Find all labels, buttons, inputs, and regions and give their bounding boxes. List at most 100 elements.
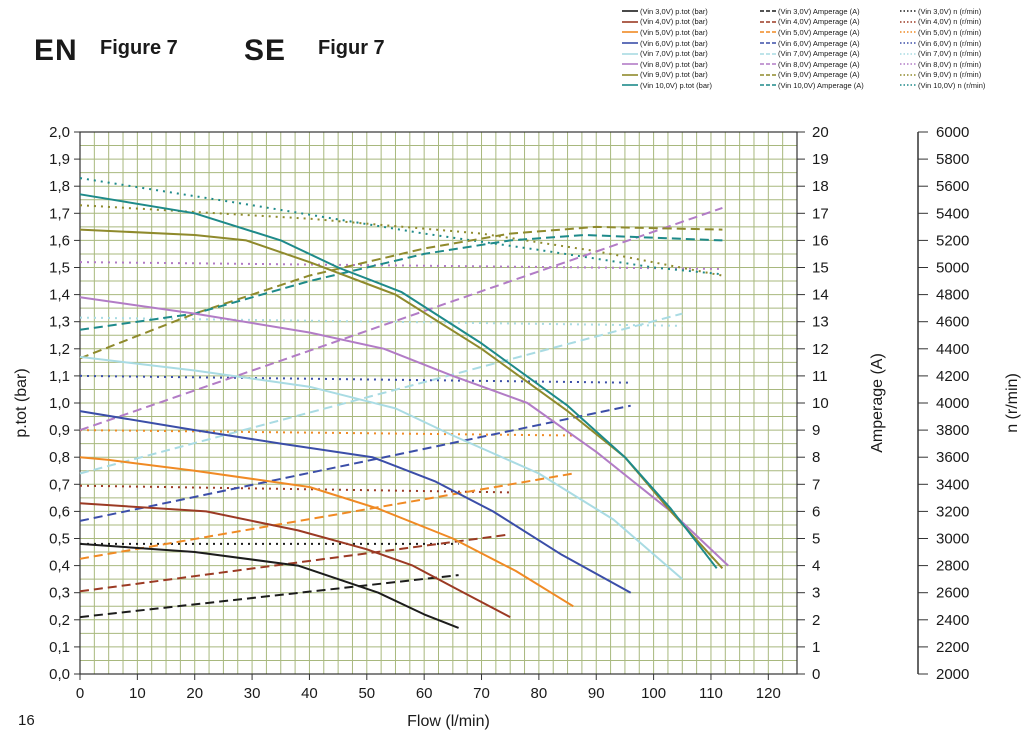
y3-axis-label: n (r/min) <box>1004 373 1021 433</box>
series-current-6-0V <box>79 404 631 522</box>
y2-tick-label: 3 <box>812 585 820 602</box>
legend-swatch <box>900 74 916 76</box>
series-speed-5-0V <box>79 429 574 437</box>
x-axis-label: Flow (l/min) <box>407 713 490 730</box>
series-speed-6-0V <box>79 374 631 384</box>
y2-tick-label: 5 <box>812 531 820 548</box>
legend-label: (Vin 8,0V) n (r/min) <box>918 59 982 69</box>
legend-swatch <box>622 31 638 34</box>
legend-entry: (Vin 8,0V) Amperage (A) <box>760 60 900 69</box>
y2-tick-label: 1 <box>812 639 820 656</box>
figure-title-en: Figure 7 <box>100 37 178 59</box>
y2-tick-label: 11 <box>812 368 828 385</box>
y-tick-label: 0,7 <box>49 476 70 493</box>
y2-tick-label: 4 <box>812 558 820 575</box>
legend-row: (Vin 10,0V) p.tot (bar) (Vin 10,0V) Amper… <box>622 80 1031 91</box>
y2-tick-label: 13 <box>812 314 829 331</box>
y-tick-label: 1,5 <box>49 260 70 277</box>
y2-tick-label: 15 <box>812 260 829 277</box>
legend-swatch <box>900 52 916 55</box>
legend-row: (Vin 4,0V) p.tot (bar) (Vin 4,0V) Amperag… <box>622 17 1031 28</box>
y2-tick-label: 9 <box>812 422 820 439</box>
x-tick-label: 100 <box>641 685 666 702</box>
x-tick-label: 50 <box>358 685 375 702</box>
x-tick-label: 40 <box>301 685 318 702</box>
legend-row: (Vin 9,0V) p.tot (bar) (Vin 9,0V) Amperag… <box>622 70 1031 81</box>
legend-entry: (Vin 3,0V) Amperage (A) <box>760 7 900 16</box>
y2-tick-label: 17 <box>812 205 829 222</box>
y3-tick-label: 5200 <box>936 232 969 249</box>
y2-tick-label: 19 <box>812 151 829 168</box>
legend-row: (Vin 8,0V) p.tot (bar) (Vin 8,0V) Amperag… <box>622 59 1031 70</box>
legend-swatch <box>760 52 776 55</box>
y3-tick-label: 3000 <box>936 531 969 548</box>
y-tick-label: 1,6 <box>49 232 70 249</box>
legend-entry: (Vin 5,0V) Amperage (A) <box>760 28 900 37</box>
legend-entry: (Vin 5,0V) n (r/min) <box>900 28 1031 37</box>
legend-label: (Vin 10,0V) n (r/min) <box>918 80 986 90</box>
legend-label: (Vin 3,0V) n (r/min) <box>918 6 982 16</box>
series-pressure-3-0V <box>79 542 459 629</box>
legend-entry: (Vin 5,0V) p.tot (bar) <box>622 28 760 37</box>
legend-entry: (Vin 10,0V) n (r/min) <box>900 81 1031 90</box>
y-tick-label: 2,0 <box>49 124 70 141</box>
legend-swatch <box>760 21 776 23</box>
legend-entry: (Vin 4,0V) p.tot (bar) <box>622 17 760 26</box>
y3-tick-label: 3200 <box>936 503 969 520</box>
y2-tick-label: 7 <box>812 476 820 493</box>
y-tick-label: 1,3 <box>49 314 70 331</box>
legend-swatch <box>760 63 776 66</box>
y2-tick-label: 10 <box>812 395 829 412</box>
x-tick-label: 90 <box>588 685 605 702</box>
legend-label: (Vin 4,0V) n (r/min) <box>918 17 982 27</box>
y-tick-label: 0,6 <box>49 503 70 520</box>
legend-label: (Vin 7,0V) Amperage (A) <box>778 49 860 59</box>
legend-label: (Vin 8,0V) Amperage (A) <box>778 59 860 69</box>
y-tick-label: 0,8 <box>49 449 70 466</box>
legend-label: (Vin 9,0V) Amperage (A) <box>778 70 860 80</box>
legend-label: (Vin 8,0V) p.tot (bar) <box>640 59 708 69</box>
language-code-se: SE <box>244 34 287 67</box>
y-tick-label: 1,0 <box>49 395 70 412</box>
legend-entry: (Vin 6,0V) n (r/min) <box>900 39 1031 48</box>
y-tick-label: 0,4 <box>49 558 70 575</box>
legend-swatch <box>760 31 776 34</box>
series-current-9-0V <box>79 225 723 360</box>
y3-tick-label: 3600 <box>936 449 969 466</box>
y2-tick-label: 12 <box>812 341 829 358</box>
legend-label: (Vin 6,0V) n (r/min) <box>918 38 982 48</box>
legend-row: (Vin 3,0V) p.tot (bar) (Vin 3,0V) Amperag… <box>622 6 1031 17</box>
y-tick-label: 0,2 <box>49 612 70 629</box>
x-tick-label: 120 <box>756 685 781 702</box>
y2-tick-label: 18 <box>812 178 829 195</box>
y2-tick-label: 2 <box>812 612 820 629</box>
y3-tick-label: 2000 <box>936 666 969 683</box>
legend-label: (Vin 10,0V) Amperage (A) <box>778 80 864 90</box>
x-tick-label: 110 <box>699 685 723 702</box>
legend-label: (Vin 3,0V) p.tot (bar) <box>640 6 708 16</box>
series-current-4-0V <box>79 533 511 593</box>
legend-swatch <box>900 42 916 44</box>
legend-entry: (Vin 8,0V) n (r/min) <box>900 60 1031 69</box>
legend-entry: (Vin 3,0V) n (r/min) <box>900 7 1031 16</box>
legend-label: (Vin 6,0V) Amperage (A) <box>778 38 860 48</box>
y-tick-label: 0,9 <box>49 422 70 439</box>
legend-entry: (Vin 7,0V) n (r/min) <box>900 49 1031 58</box>
x-tick-label: 20 <box>186 685 203 702</box>
y3-tick-label: 5400 <box>936 205 969 222</box>
series-current-10-0V <box>79 234 723 331</box>
legend-swatch <box>622 10 638 13</box>
y3-tick-label: 3400 <box>936 476 969 493</box>
y-tick-label: 0,5 <box>49 531 70 548</box>
legend-entry: (Vin 6,0V) Amperage (A) <box>760 39 900 48</box>
series-speed-7-0V <box>79 316 683 327</box>
y-tick-label: 1,1 <box>49 368 70 385</box>
x-tick-label: 30 <box>244 685 261 702</box>
legend-entry: (Vin 6,0V) p.tot (bar) <box>622 39 760 48</box>
series-speed-10-0V <box>79 177 723 276</box>
y-tick-label: 1,9 <box>49 151 70 168</box>
legend-label: (Vin 4,0V) Amperage (A) <box>778 17 860 27</box>
y-tick-label: 0,1 <box>49 639 70 656</box>
legend-label: (Vin 5,0V) n (r/min) <box>918 27 982 37</box>
